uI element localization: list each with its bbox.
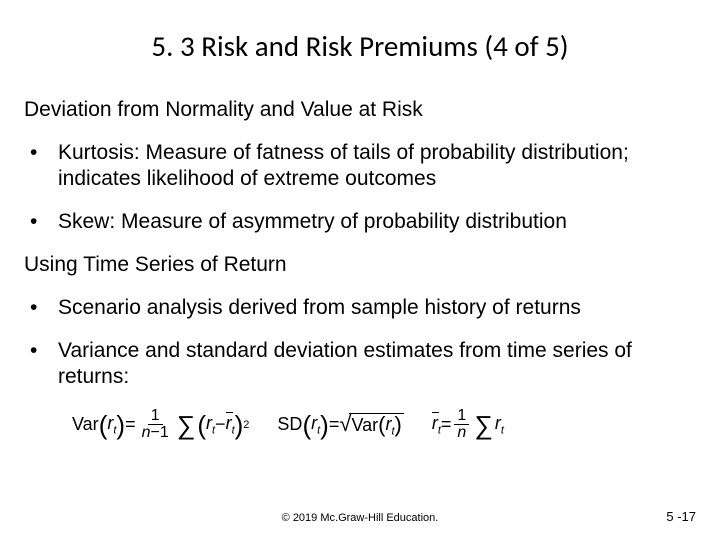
section1-heading: Deviation from Normality and Value at Ri… [24, 98, 696, 122]
section2-bullets: Scenario analysis derived from sample hi… [24, 295, 696, 390]
page-number: 5 -17 [666, 509, 696, 524]
bullet-item: Skew: Measure of asymmetry of probabilit… [24, 209, 696, 235]
bullet-item: Scenario analysis derived from sample hi… [24, 295, 696, 321]
slide-title: 5. 3 Risk and Risk Premiums (4 of 5) [24, 28, 696, 64]
sd-formula: SD(rt)= √Var(rt) [277, 413, 403, 438]
section1-bullets: Kurtosis: Measure of fatness of tails of… [24, 140, 696, 235]
mean-formula: rt = 1n ∑rt [432, 408, 504, 443]
bullet-item: Variance and standard deviation estimate… [24, 338, 696, 389]
formula-row: Var(rt)= 1n−1 ∑(rt − rt)2 SD(rt)= √Var(r… [24, 408, 696, 443]
bullet-item: Kurtosis: Measure of fatness of tails of… [24, 140, 696, 191]
copyright-footer: © 2019 Mc.Graw-Hill Education. [0, 512, 720, 524]
variance-formula: Var(rt)= 1n−1 ∑(rt − rt)2 [72, 408, 249, 443]
section2-heading: Using Time Series of Return [24, 253, 696, 277]
